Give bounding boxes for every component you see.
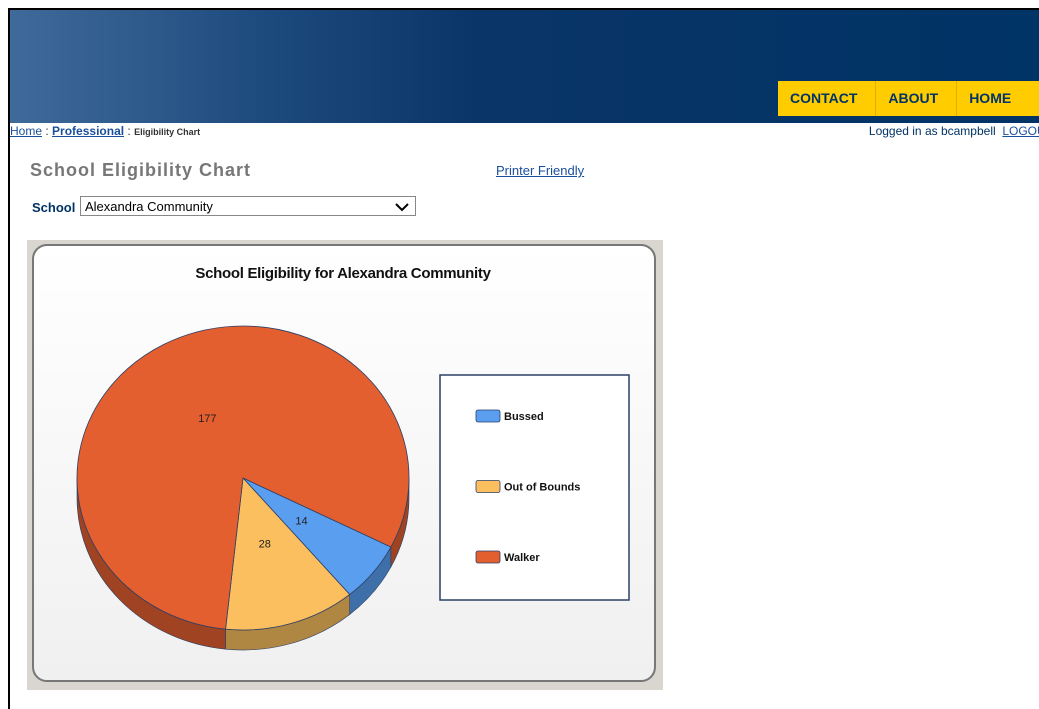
page-title: School Eligibility Chart xyxy=(30,160,251,181)
school-label: School xyxy=(32,200,75,215)
user-bar: Logged in as bcampbell LOGOUT xyxy=(869,124,1039,138)
login-status: Logged in as bcampbell xyxy=(869,124,996,138)
nav-link[interactable]: HOME xyxy=(957,81,1029,116)
nav-link[interactable]: CONTACT xyxy=(778,81,876,116)
select-value: Alexandra Community xyxy=(85,199,213,214)
breadcrumb: Home : Professional : Eligibility Chart xyxy=(10,124,200,138)
school-select[interactable]: Alexandra Community xyxy=(80,196,416,216)
nav-bar: CONTACT ABOUT HOME xyxy=(778,81,1039,116)
page: CONTACT ABOUT HOME Home : Professional :… xyxy=(0,0,1039,707)
select-arrow xyxy=(395,202,409,212)
crumb-separator: : xyxy=(45,124,48,138)
crumb-link[interactable]: Professional xyxy=(52,124,124,138)
crumb-link[interactable]: Home xyxy=(10,124,42,138)
frame: CONTACT ABOUT HOME Home : Professional :… xyxy=(8,8,1039,709)
printer-link[interactable]: Printer Friendly xyxy=(496,163,584,178)
nav-link[interactable]: ABOUT xyxy=(876,81,957,116)
banner: CONTACT ABOUT HOME xyxy=(10,10,1039,123)
crumb-separator: : xyxy=(127,124,130,138)
logout-link[interactable]: LOGOUT xyxy=(1002,124,1039,138)
crumb-current: Eligibility Chart xyxy=(134,127,200,137)
